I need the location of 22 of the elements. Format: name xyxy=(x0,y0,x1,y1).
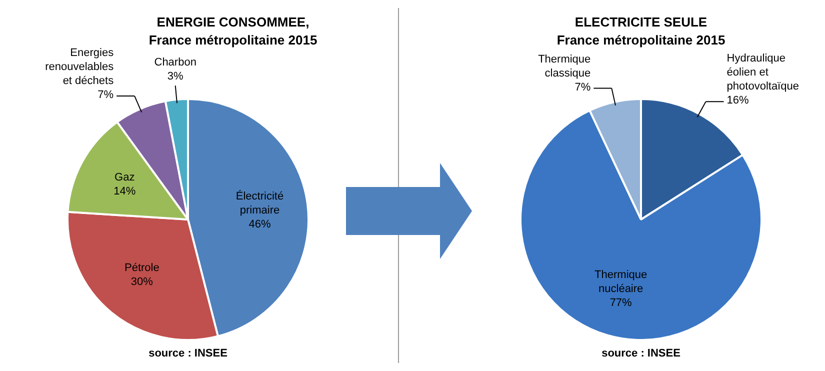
source-note: source : INSEE xyxy=(148,348,228,360)
chart-subtitle: France métropolitaine 2015 xyxy=(148,32,318,48)
data-label: 7% xyxy=(98,89,114,102)
slice-label: Thermique classique xyxy=(538,53,591,80)
slice-label: Charbon xyxy=(154,56,196,69)
data-label: 3% xyxy=(167,70,184,83)
source-note: source : INSEE xyxy=(602,348,680,360)
chart-title: ELECTRICITE SEULE xyxy=(574,14,708,30)
slice-label: Pétrole xyxy=(124,262,160,274)
slice-label: Hydraulique éolien et photovoltaïque xyxy=(726,52,799,93)
data-label: 46% xyxy=(248,218,271,230)
data-label: 16% xyxy=(726,94,750,107)
data-label: 30% xyxy=(130,276,154,288)
chart-title: ENERGIE CONSOMMEE, xyxy=(156,14,310,30)
slice-label: Électricité primaire xyxy=(236,189,284,216)
data-label: 7% xyxy=(574,81,591,94)
data-label: 14% xyxy=(114,186,136,198)
slice-label: Thermique nucléaire xyxy=(594,268,648,295)
data-label: 77% xyxy=(610,296,632,309)
slice-label: Gaz xyxy=(114,172,135,184)
chart-subtitle: France métropolitaine 2015 xyxy=(556,32,726,48)
slice-label: Energies renouvelables et déchets xyxy=(45,47,114,88)
